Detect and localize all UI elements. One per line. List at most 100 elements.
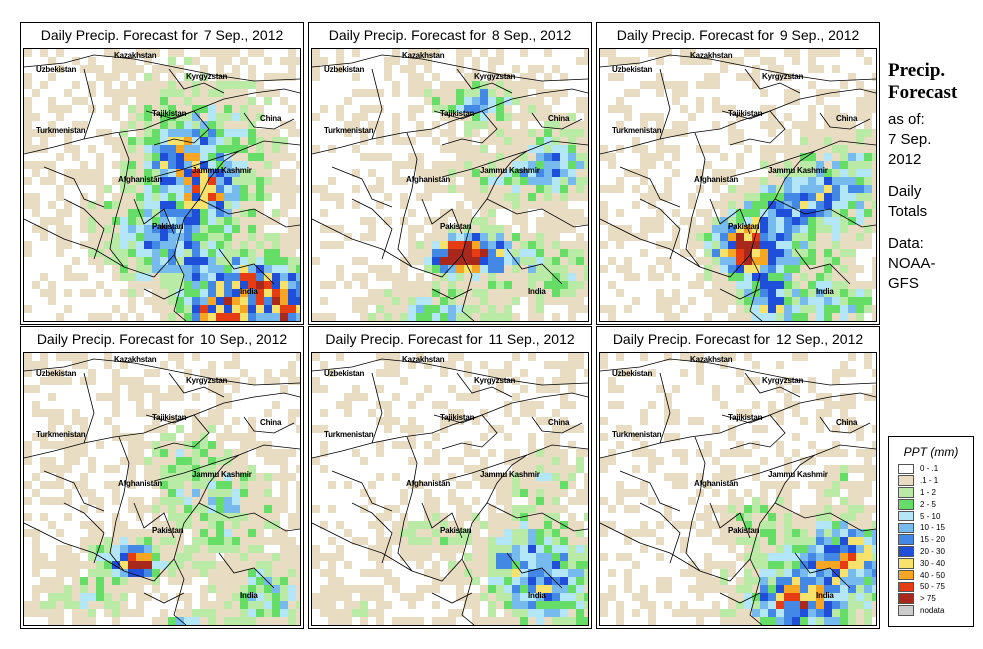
precip-cell xyxy=(224,433,232,441)
precip-cell xyxy=(280,585,288,593)
precip-cell xyxy=(536,177,544,185)
precip-cell xyxy=(240,161,248,169)
precip-cell xyxy=(408,137,416,145)
precip-cell xyxy=(32,225,40,233)
precip-cell xyxy=(720,353,728,361)
precip-cell xyxy=(176,225,184,233)
precip-cell xyxy=(280,553,288,561)
precip-cell xyxy=(488,129,496,137)
precip-cell xyxy=(232,65,240,73)
precip-cell xyxy=(192,409,200,417)
precip-cell xyxy=(560,401,568,409)
precip-cell xyxy=(408,249,416,257)
precip-cell xyxy=(176,289,184,297)
precip-cell xyxy=(448,417,456,425)
precip-cell xyxy=(768,569,776,577)
precip-cell xyxy=(736,249,744,257)
precip-cell xyxy=(728,513,736,521)
precip-cell xyxy=(152,97,160,105)
precip-cell xyxy=(512,505,520,513)
precip-cell xyxy=(856,81,864,89)
precip-cell xyxy=(840,249,848,257)
precip-cell xyxy=(128,457,136,465)
precip-cell xyxy=(624,233,632,241)
legend-label: 30 - 40 xyxy=(920,558,945,568)
precip-cell xyxy=(440,305,448,313)
precip-cell xyxy=(184,465,192,473)
boundary-line xyxy=(461,254,475,321)
precip-cell xyxy=(496,593,504,601)
precip-cell xyxy=(208,489,216,497)
precip-cell xyxy=(256,225,264,233)
precip-cell xyxy=(720,249,728,257)
precip-cell xyxy=(496,529,504,537)
precip-cell xyxy=(408,57,416,65)
precip-cell xyxy=(824,177,832,185)
precip-cell xyxy=(560,561,568,569)
precip-cell xyxy=(232,505,240,513)
precip-cell xyxy=(552,121,560,129)
precip-cell xyxy=(680,305,688,313)
legend-label: 20 - 30 xyxy=(920,546,945,556)
precip-cell xyxy=(840,121,848,129)
precip-cell xyxy=(504,73,512,81)
precip-cell xyxy=(784,73,792,81)
precip-cell xyxy=(872,577,876,585)
precip-cell xyxy=(408,593,416,601)
precip-cell xyxy=(760,89,768,97)
precip-cell xyxy=(248,305,256,313)
precip-cell xyxy=(736,233,744,241)
precip-cell xyxy=(784,193,792,201)
precip-cell xyxy=(152,265,160,273)
precip-cell xyxy=(728,249,736,257)
precip-cell xyxy=(216,137,224,145)
precip-cell xyxy=(280,177,288,185)
precip-cell xyxy=(752,361,760,369)
precip-cell xyxy=(224,473,232,481)
precip-cell xyxy=(784,313,792,321)
precip-cell xyxy=(416,585,424,593)
precip-cell xyxy=(160,281,168,289)
precip-cell xyxy=(728,137,736,145)
precip-cell xyxy=(840,553,848,561)
precip-cell xyxy=(768,577,776,585)
precip-cell xyxy=(376,561,384,569)
precip-cell xyxy=(520,465,528,473)
precip-cell xyxy=(288,233,296,241)
precip-cell xyxy=(208,249,216,257)
precip-cell xyxy=(504,513,512,521)
precip-cell xyxy=(72,153,80,161)
precip-cell xyxy=(24,113,32,121)
precip-cell xyxy=(736,273,744,281)
precip-cell xyxy=(856,585,864,593)
precip-cell xyxy=(704,577,712,585)
precip-cell xyxy=(848,497,856,505)
precip-cell xyxy=(864,529,872,537)
precip-cell xyxy=(200,265,208,273)
precip-cell xyxy=(144,505,152,513)
precip-cell xyxy=(456,569,464,577)
precip-cell xyxy=(224,105,232,113)
precip-cell xyxy=(856,241,864,249)
precip-cell xyxy=(728,465,736,473)
precip-cell xyxy=(584,569,588,577)
precip-cell xyxy=(728,289,736,297)
panel-title-text: Daily Precip. Forecast for xyxy=(325,331,483,347)
precip-cell xyxy=(64,305,72,313)
precip-cell xyxy=(512,217,520,225)
precip-cell xyxy=(824,593,832,601)
precip-cell xyxy=(728,353,736,361)
precip-cell xyxy=(424,177,432,185)
precip-cell xyxy=(640,529,648,537)
precip-cell xyxy=(552,433,560,441)
precip-cell xyxy=(496,177,504,185)
precip-cell xyxy=(488,593,496,601)
precip-cell xyxy=(688,281,696,289)
precip-cell xyxy=(392,281,400,289)
precip-cell xyxy=(152,185,160,193)
precip-cell xyxy=(264,153,272,161)
precip-cell xyxy=(520,537,528,545)
precip-cell xyxy=(512,521,520,529)
precip-cell xyxy=(792,513,800,521)
precip-cell xyxy=(784,545,792,553)
